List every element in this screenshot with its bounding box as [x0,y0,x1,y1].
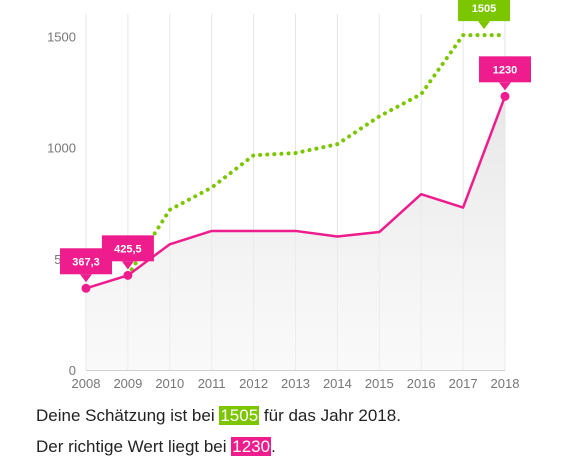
x-tick-label-2018: 2018 [491,376,520,391]
estimate-caption-suffix: für das Jahr 2018. [259,406,401,425]
callout-pointer-0 [80,274,92,283]
y-tick-label-1000: 1000 [47,141,76,156]
callout-pointer-3 [499,82,511,91]
x-tick-label-2017: 2017 [449,376,478,391]
x-tick-label-2013: 2013 [281,376,310,391]
actual-caption-suffix: . [271,437,276,456]
callout-label-1: 425,5 [114,243,142,255]
x-tick-label-2011: 2011 [198,376,226,391]
callout-label-0: 367,3 [72,256,100,268]
callout-label-2: 1505 [472,3,496,15]
callout-box-1 [101,235,154,262]
actual-point-2009 [123,270,133,280]
callout-pointer-1 [121,261,134,270]
x-tick-label-2009: 2009 [113,376,142,391]
x-tick-label-2012: 2012 [239,376,268,391]
actual-value-badge: 1230 [231,437,272,456]
callout-pointer-2 [478,21,491,30]
callout-box-3 [479,56,531,83]
actual-area [86,96,505,370]
actual-caption: Der richtige Wert liegt bei 1230. [36,436,276,458]
estimate-caption-prefix: Deine Schätzung ist bei [36,406,220,425]
x-tick-label-2016: 2016 [407,376,436,391]
estimate-line [125,33,507,278]
x-tick-label-2014: 2014 [323,376,352,391]
y-tick-label-1500: 1500 [47,29,76,44]
actual-point-2008 [81,283,91,293]
actual-point-2018 [500,91,510,101]
actual-line [85,95,507,290]
estimate-value-badge: 1505 [219,406,260,425]
x-tick-label-2008: 2008 [72,376,101,391]
callout-label-3: 1230 [493,64,517,76]
callout-box-2 [458,0,511,22]
x-tick-label-2010: 2010 [155,376,184,391]
estimate-caption: Deine Schätzung ist bei 1505 für das Jah… [36,405,401,427]
y-tick-label-0: 0 [69,363,76,378]
x-tick-label-2015: 2015 [365,376,394,391]
line-chart: 0500100015002008200920102011201220132014… [47,0,531,391]
actual-caption-prefix: Der richtige Wert liegt bei [36,437,232,456]
